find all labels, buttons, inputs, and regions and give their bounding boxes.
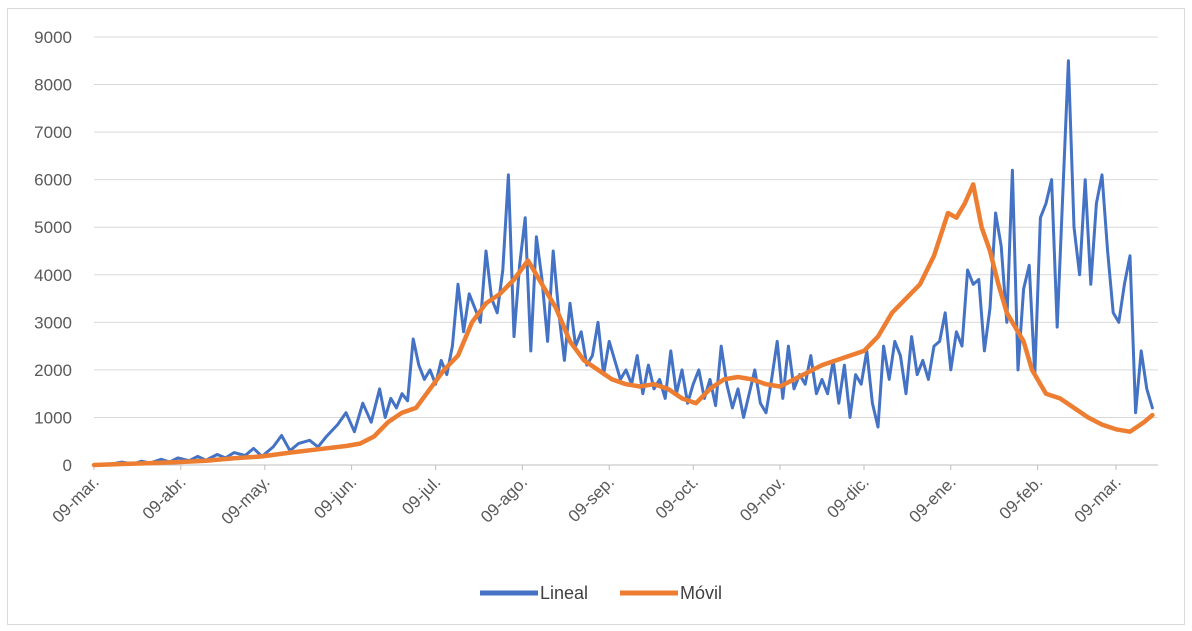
y-tick-label: 9000: [34, 28, 72, 47]
y-tick-label: 6000: [34, 171, 72, 190]
x-tick-label: 09-ago.: [477, 472, 531, 526]
line-chart: 0 1000 2000 3000 4000 5000 6000 7000 8000 9000 09…: [34, 28, 1158, 603]
x-tick-label: 09-oct.: [652, 472, 702, 522]
x-tick-label: 09-feb.: [996, 472, 1047, 523]
series-lines: [91, 59, 1155, 468]
x-tick-label: 09-jul.: [398, 472, 444, 518]
y-tick-label: 8000: [34, 76, 72, 95]
chart-container: 0 1000 2000 3000 4000 5000 6000 7000 8000 9000 09…: [7, 8, 1185, 625]
y-tick-label: 7000: [34, 123, 72, 142]
series-line-lineal: [92, 59, 1154, 467]
y-axis-tick-labels: 0 1000 2000 3000 4000 5000 6000 7000 8000 9000: [34, 28, 72, 475]
x-tick-label: 09-ene.: [905, 472, 959, 526]
legend-label: Móvil: [680, 583, 722, 603]
y-tick-label: 4000: [34, 266, 72, 285]
x-tick-label: 09-mar.: [49, 472, 103, 526]
x-tick-label: 09-jun.: [310, 472, 360, 522]
x-tick-label: 09-dic.: [823, 472, 873, 522]
x-tick-label: 09-mar.: [1071, 472, 1125, 526]
y-tick-label: 3000: [34, 313, 72, 332]
x-tick-label: 09-may.: [218, 472, 274, 528]
gridlines: [94, 36, 1158, 466]
y-tick-label: 1000: [34, 408, 72, 427]
y-tick-label: 0: [63, 456, 72, 475]
y-tick-label: 2000: [34, 361, 72, 380]
legend: Lineal Móvil: [480, 583, 722, 603]
y-tick-label: 5000: [34, 218, 72, 237]
series-line-movil: [91, 182, 1155, 468]
legend-label: Lineal: [540, 583, 588, 603]
x-tick-label: 09-nov.: [736, 472, 789, 525]
x-tick-label: 09-abr.: [139, 472, 190, 523]
x-tick-label: 09-sep.: [564, 472, 618, 526]
x-axis-tick-labels: 09-mar. 09-abr. 09-may. 09-jun. 09-jul. 09-ag…: [49, 465, 1125, 528]
